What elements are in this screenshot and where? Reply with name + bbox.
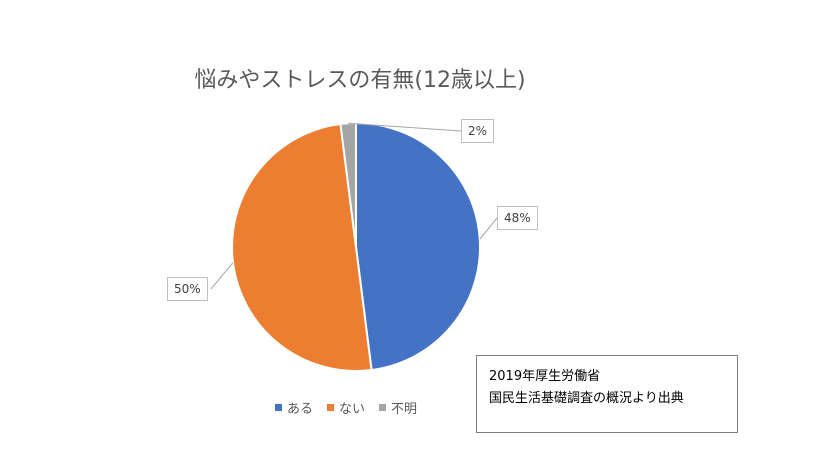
- legend-label-fumei: 不明: [391, 402, 418, 417]
- legend-label-aru: ある: [287, 402, 314, 417]
- leader-line-aru: [479, 217, 498, 240]
- chart-title: 悩みやストレスの有無(12歳以上): [194, 68, 526, 93]
- legend-swatch-nai: [327, 404, 335, 411]
- legend-label-nai: ない: [339, 402, 366, 417]
- slice-nai: [231, 122, 373, 372]
- legend-item-aru: ある: [275, 398, 313, 417]
- source-line-2: 国民生活基礎調査の概況より出典: [489, 391, 684, 406]
- slice-aru: [355, 121, 481, 372]
- legend: ある ない 不明: [275, 398, 417, 417]
- legend-swatch-aru: [275, 404, 282, 411]
- legend-item-fumei: 不明: [379, 398, 417, 417]
- leader-line-fumei: [348, 122, 462, 132]
- legend-item-nai: ない: [327, 398, 365, 417]
- legend-swatch-fumei: [379, 404, 387, 411]
- leader-line-nai: [210, 262, 234, 290]
- data-label-nai: 50%: [167, 277, 208, 301]
- source-note: 2019年厚生労働省 国民生活基礎調査の概況より出典: [476, 355, 738, 433]
- data-label-fumei: 2%: [461, 119, 495, 143]
- data-label-aru: 48%: [497, 206, 538, 230]
- source-line-1: 2019年厚生労働省: [489, 369, 601, 384]
